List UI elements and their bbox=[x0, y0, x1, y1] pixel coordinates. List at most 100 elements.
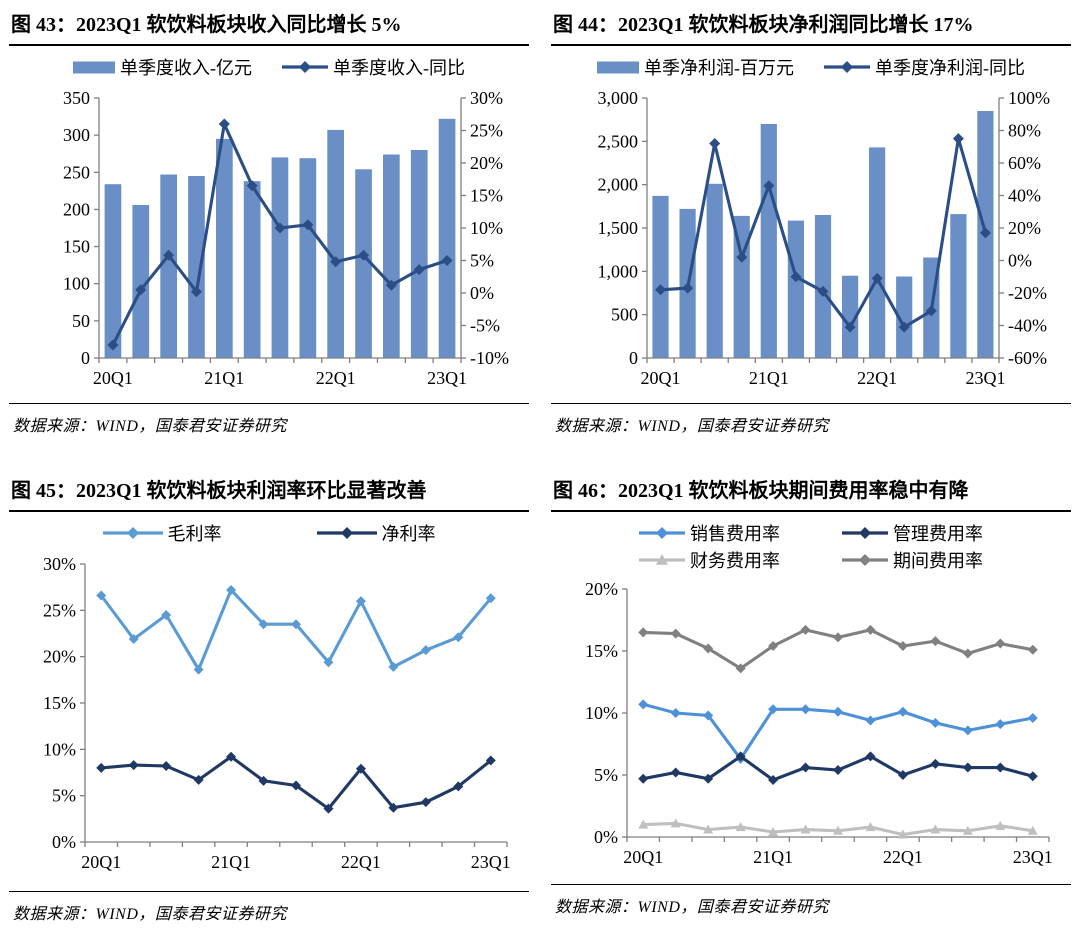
legend-item: 财务费用率 bbox=[639, 547, 780, 573]
diamond-marker bbox=[358, 249, 370, 261]
title-rule bbox=[9, 510, 529, 512]
legend-item: 毛利率 bbox=[102, 520, 222, 546]
x-tick-label: 21Q1 bbox=[749, 368, 789, 388]
data-source: 数据来源：WIND，国泰君安证券研究 bbox=[555, 899, 829, 916]
diamond-marker bbox=[485, 755, 496, 766]
diamond-marker bbox=[453, 781, 464, 792]
figure-43-legend: 单季度收入-亿元 单季度收入-同比 bbox=[9, 54, 529, 80]
secondary-y-tick-label: 60% bbox=[1008, 153, 1041, 173]
triangle-marker bbox=[638, 819, 649, 829]
legend-label: 管理费用率 bbox=[893, 524, 983, 544]
triangle-marker bbox=[800, 824, 811, 834]
y-tick-label: 0% bbox=[594, 827, 618, 847]
legend-triangle-swatch-icon bbox=[639, 553, 685, 568]
legend-item: 期间费用率 bbox=[842, 547, 983, 573]
secondary-y-tick-label: 5% bbox=[470, 251, 494, 271]
x-tick-label: 22Q1 bbox=[341, 852, 381, 872]
diamond-marker bbox=[930, 717, 941, 728]
y-tick-label: 200 bbox=[63, 199, 90, 219]
diamond-marker bbox=[96, 590, 107, 601]
diamond-marker bbox=[865, 624, 876, 635]
diamond-marker bbox=[1027, 712, 1038, 723]
diamond-marker bbox=[128, 760, 139, 771]
legend-label: 单季度收入-亿元 bbox=[120, 58, 252, 78]
y-tick-label: 250 bbox=[63, 162, 90, 182]
figure-43-panel: 图 43：2023Q1 软饮料板块收入同比增长 5% 单季度收入-亿元 单季度收… bbox=[9, 8, 529, 436]
diamond-marker bbox=[800, 762, 811, 773]
y-tick-label: 20% bbox=[585, 579, 618, 599]
y-tick-label: 350 bbox=[63, 88, 90, 108]
diamond-marker bbox=[638, 773, 649, 784]
secondary-y-tick-label: -10% bbox=[470, 348, 509, 368]
bar bbox=[733, 215, 750, 358]
bar bbox=[706, 183, 723, 358]
diamond-marker bbox=[865, 751, 876, 762]
triangle-marker bbox=[930, 824, 941, 834]
figure-45-legend: 毛利率 净利率 bbox=[9, 520, 529, 546]
line-swatch-shape bbox=[282, 60, 328, 73]
y-tick-label: 15% bbox=[43, 693, 76, 713]
diamond-marker bbox=[388, 802, 399, 813]
bar-swatch-shape bbox=[73, 61, 115, 73]
bar-swatch-shape bbox=[597, 61, 639, 73]
bar bbox=[299, 158, 317, 358]
diamond-marker bbox=[709, 138, 721, 149]
bar bbox=[132, 205, 150, 358]
line-swatch-shape bbox=[639, 553, 685, 565]
diamond-marker bbox=[768, 774, 779, 785]
line-swatch-shape bbox=[824, 60, 870, 73]
diamond-marker bbox=[420, 645, 431, 656]
figure-44-chart: 0 500 1,000 1,500 2,000 2,500 3,000 -60% -40% -20… bbox=[598, 88, 1051, 388]
legend-label: 净利率 bbox=[381, 524, 436, 544]
diamond-marker bbox=[291, 619, 301, 630]
diamond-marker bbox=[96, 762, 107, 773]
diamond-marker bbox=[258, 619, 269, 630]
data-source: 数据来源：WIND，国泰君安证券研究 bbox=[13, 418, 287, 435]
diamond-marker bbox=[258, 775, 269, 786]
figure-44-legend: 单季净利润-百万元 单季度净利润-同比 bbox=[551, 54, 1071, 80]
diamond-marker bbox=[703, 710, 714, 721]
x-tick-label: 21Q1 bbox=[211, 852, 251, 872]
bar bbox=[160, 174, 177, 358]
legend-bar-swatch-icon bbox=[73, 60, 115, 75]
diamond-marker bbox=[962, 648, 973, 659]
line-swatch-shape bbox=[842, 553, 888, 566]
legend-label: 毛利率 bbox=[167, 524, 222, 544]
diamond-marker bbox=[930, 758, 941, 769]
secondary-y-tick-label: -60% bbox=[1008, 348, 1047, 368]
triangle-marker bbox=[995, 820, 1006, 830]
bar bbox=[787, 220, 804, 358]
y-tick-label: 1,500 bbox=[598, 218, 639, 238]
x-tick-label: 22Q1 bbox=[316, 368, 356, 388]
diamond-marker bbox=[330, 256, 342, 268]
legend-item: 单季净利润-百万元 bbox=[597, 54, 794, 80]
figure-46-panel: 图 46：2023Q1 软饮料板块期间费用率稳中有降 销售费用率 管理费用率 财… bbox=[551, 474, 1071, 924]
title-rule bbox=[551, 510, 1071, 512]
source-rule bbox=[9, 403, 529, 404]
triangle-marker bbox=[703, 824, 714, 834]
y-tick-label: 0% bbox=[52, 832, 76, 852]
y-tick-label: 50 bbox=[72, 311, 90, 331]
bar bbox=[216, 138, 233, 358]
diamond-marker bbox=[226, 751, 237, 762]
triangle-marker bbox=[833, 825, 843, 835]
diamond-marker bbox=[413, 264, 425, 276]
triangle-marker bbox=[962, 825, 973, 835]
diamond-marker bbox=[323, 803, 334, 814]
secondary-y-tick-label: 15% bbox=[470, 186, 503, 206]
diamond-marker bbox=[833, 632, 843, 643]
diamond-marker bbox=[898, 321, 910, 333]
line-swatch-shape bbox=[316, 526, 377, 539]
y-tick-label: 10% bbox=[585, 703, 618, 723]
y-tick-label: 300 bbox=[63, 125, 90, 145]
secondary-y-tick-label: -40% bbox=[1008, 316, 1047, 336]
figure-43-chart: 0 50 100 150 200 250 300 350 -10% -5% 0% 5% 10% 15% 20… bbox=[63, 88, 509, 388]
diamond-marker bbox=[420, 797, 431, 808]
legend-line-swatch-icon bbox=[102, 526, 163, 541]
legend-line-swatch-icon bbox=[282, 60, 328, 75]
bar bbox=[652, 195, 669, 358]
y-tick-label: 1,000 bbox=[598, 261, 639, 281]
diamond-marker bbox=[638, 699, 649, 710]
bar bbox=[950, 214, 967, 358]
x-tick-label: 20Q1 bbox=[93, 368, 133, 388]
